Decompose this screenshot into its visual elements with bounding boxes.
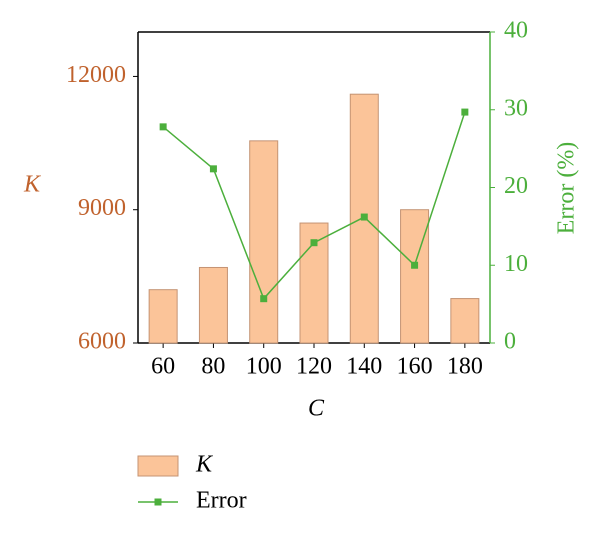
- marker: [209, 165, 217, 173]
- bar: [198, 266, 228, 344]
- x-tick-label: 140: [346, 354, 382, 380]
- y2-axis-label: Error (%): [554, 142, 580, 235]
- y-tick-label: 12000: [66, 62, 126, 88]
- y2-tick-label: 20: [504, 173, 528, 199]
- x-axis-label: C: [308, 396, 325, 422]
- y2-tick-label: 0: [504, 329, 516, 355]
- legend-marker: [154, 498, 162, 506]
- y-tick-label: 9000: [78, 195, 126, 221]
- x-tick-label: 60: [151, 354, 175, 380]
- marker: [159, 123, 167, 131]
- marker: [310, 239, 318, 247]
- legend-swatch: [137, 455, 179, 477]
- x-tick-label: 80: [201, 354, 225, 380]
- x-tick-label: 160: [397, 354, 433, 380]
- x-tick-label: 100: [246, 354, 282, 380]
- x-tick-label: 180: [447, 354, 483, 380]
- y2-tick-label: 30: [504, 95, 528, 121]
- y2-tick-label: 10: [504, 251, 528, 277]
- bar: [450, 298, 480, 344]
- bar: [249, 140, 279, 344]
- legend-label: Error: [196, 488, 247, 514]
- marker: [411, 261, 419, 269]
- x-tick-label: 120: [296, 354, 332, 380]
- marker: [360, 213, 368, 221]
- bar: [148, 289, 178, 344]
- bar: [400, 209, 430, 344]
- y-tick-label: 6000: [78, 329, 126, 355]
- marker: [461, 108, 469, 116]
- y-axis-label: K: [23, 172, 42, 198]
- y2-tick-label: 40: [504, 18, 528, 44]
- marker: [260, 295, 268, 303]
- legend-label: K: [195, 452, 214, 478]
